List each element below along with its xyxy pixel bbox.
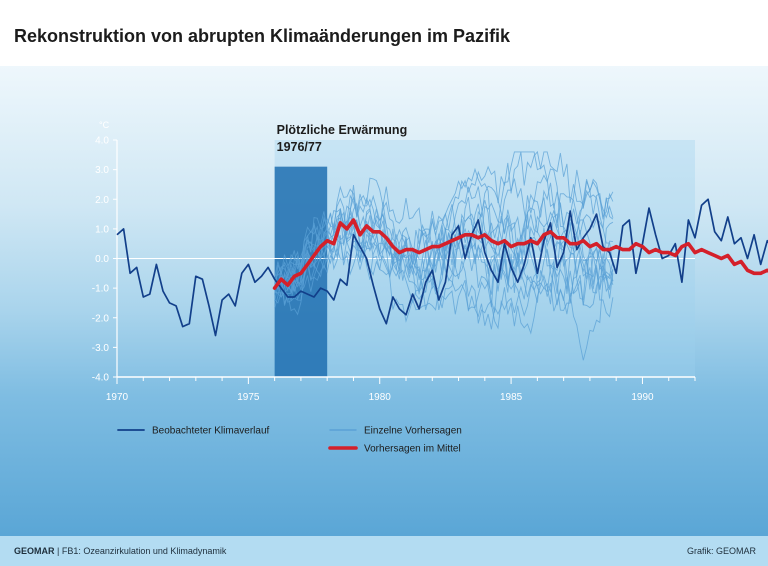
y-tick-label: -2.0: [92, 313, 110, 324]
footer: GEOMAR | FB1: Ozeanzirkulation und Klima…: [0, 536, 768, 566]
annotation-title: Plötzliche Erwärmung: [277, 123, 408, 137]
y-tick-label: 1.0: [95, 224, 109, 235]
single-forecast-line: [274, 207, 614, 335]
footer-org: GEOMAR: [14, 546, 55, 556]
legend-single-label: Einzelne Vorhersagen: [364, 426, 462, 437]
footer-dept: FB1: Ozeanzirkulation und Klimadynamik: [61, 546, 227, 556]
chart-panel: 4.0 3.0 2.0 1.0 0.0 -1.0 -2.0 -3.0 -4.0 °C 1970 197…: [0, 66, 768, 536]
x-tick-label: 1985: [500, 392, 523, 403]
footer-info: GEOMAR | FB1: Ozeanzirkulation und Klima…: [14, 546, 226, 556]
single-forecast-line: [274, 193, 614, 317]
single-forecast-line: [274, 189, 614, 324]
single-forecast-line: [274, 197, 614, 318]
footer-separator: |: [54, 546, 62, 556]
y-tick-label: -3.0: [92, 343, 110, 354]
chart-title: Rekonstruktion von abrupten Klimaänderun…: [14, 26, 511, 46]
legend-mean-label: Vorhersagen im Mittel: [364, 444, 461, 455]
forecast-mean-line: [272, 218, 768, 290]
x-tick-label: 1990: [631, 392, 654, 403]
single-forecast-line: [274, 151, 614, 323]
single-forecast-line: [274, 227, 614, 361]
legend-observed-label: Beobachteter Klimaverlauf: [152, 426, 270, 437]
climate-chart: 4.0 3.0 2.0 1.0 0.0 -1.0 -2.0 -3.0 -4.0 °C 1970 197…: [92, 120, 768, 455]
x-tick-label: 1975: [237, 392, 260, 403]
annotation-period: 1976/77: [277, 140, 322, 154]
y-tick-label: -4.0: [92, 373, 110, 384]
y-tick-label: 0.0: [95, 254, 109, 265]
y-tick-label: 4.0: [95, 136, 109, 147]
y-axis-unit: °C: [99, 120, 110, 130]
y-tick-label: -1.0: [92, 284, 110, 295]
y-tick-label: 3.0: [95, 165, 109, 176]
x-tick-label: 1970: [106, 392, 129, 403]
x-tick-label: 1980: [369, 392, 392, 403]
footer-credit: Grafik: GEOMAR: [686, 546, 756, 556]
single-forecast-line: [274, 168, 614, 295]
y-tick-label: 2.0: [95, 195, 109, 206]
